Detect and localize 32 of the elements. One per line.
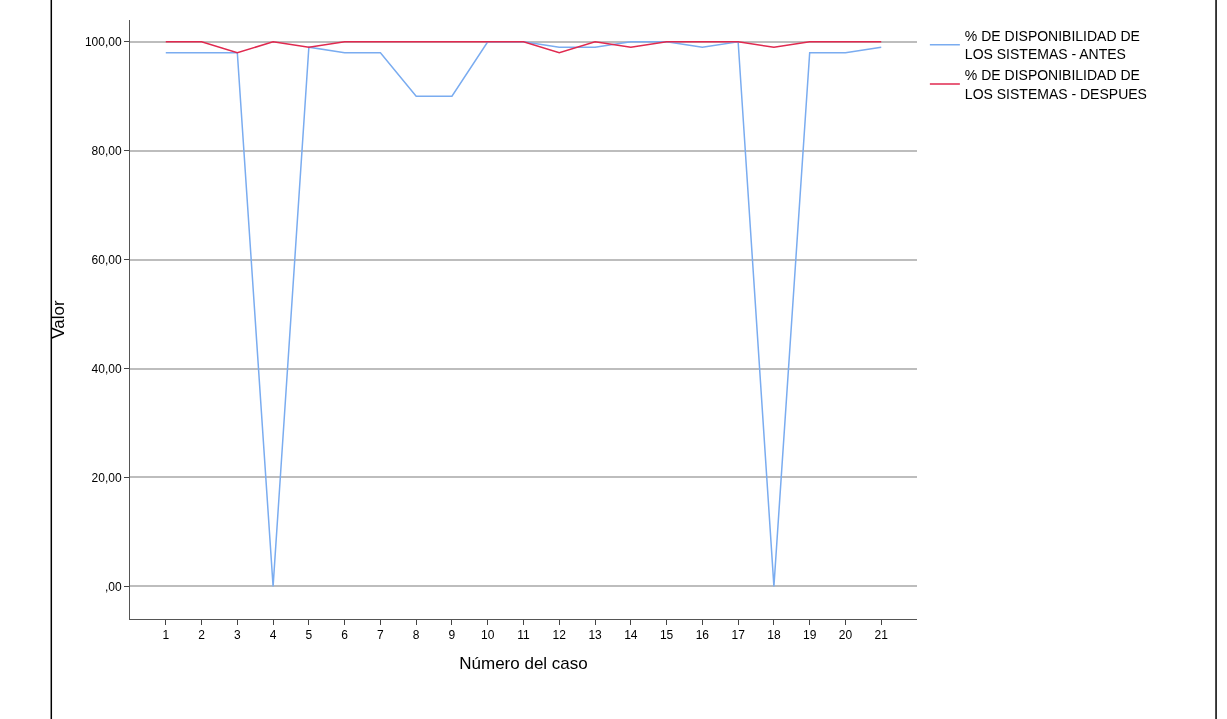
y-tick-label: 40,00 [91,361,122,376]
x-tick-label: 12 [552,628,567,643]
x-tick-label: 16 [695,628,710,643]
x-tick-label: 8 [412,628,420,643]
x-tick-label: 9 [448,628,456,643]
x-tick-label: 2 [198,628,206,643]
x-tick-label: 15 [659,628,674,643]
legend-label: % DE DISPONIBILIDAD DE LOS SISTEMAS - DESPUES [964,67,1147,102]
y-axis-title: Valor [49,299,69,339]
x-tick-label: 4 [269,628,277,643]
line-series [165,41,882,588]
x-tick-label: 18 [767,628,781,643]
y-tick-label: 80,00 [91,143,122,158]
x-tick-label: 3 [233,628,241,643]
y-tick-label: 60,00 [91,252,122,267]
x-tick-label: 14 [624,628,638,643]
y-tick-label: 100,00 [84,34,122,49]
x-tick-label: 1 [162,628,170,643]
x-tick-label: 6 [341,628,349,643]
x-tick-label: 13 [588,628,603,643]
x-tick-label: 10 [481,628,495,643]
legend-label: % DE DISPONIBILIDAD DE LOS SISTEMAS - ANTES [964,28,1140,63]
x-tick-label: 20 [838,628,853,643]
y-tick-label: ,00 [104,579,122,594]
y-tick-label: 20,00 [91,470,122,485]
x-tick-label: 19 [803,628,817,643]
x-tick-label: 7 [377,628,385,643]
x-tick-label: 21 [874,628,889,643]
x-tick-label: 17 [731,628,746,643]
x-axis-title: Número del caso [459,653,588,673]
x-tick-label: 11 [517,628,531,643]
x-tick-label: 5 [305,628,313,643]
